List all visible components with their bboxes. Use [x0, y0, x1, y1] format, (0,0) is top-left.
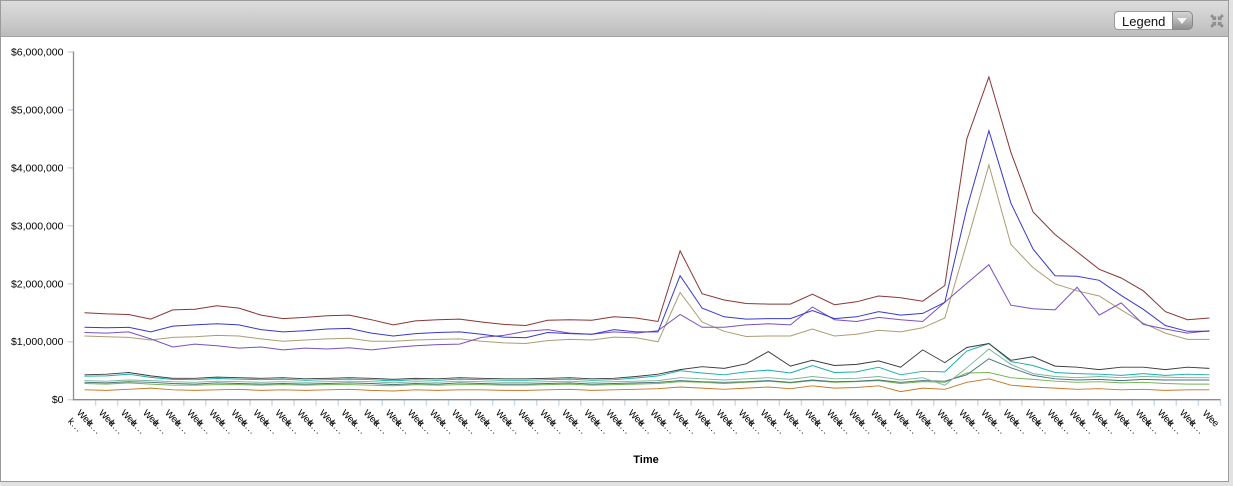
svg-text:$6,000,000: $6,000,000 [11, 47, 64, 59]
svg-text:$4,000,000: $4,000,000 [11, 162, 64, 174]
svg-text:$5,000,000: $5,000,000 [11, 104, 64, 116]
svg-text:Week...: Week... [1177, 408, 1206, 437]
svg-text:$1,000,000: $1,000,000 [11, 336, 64, 348]
svg-text:$2,000,000: $2,000,000 [11, 278, 64, 290]
svg-text:Time: Time [633, 454, 658, 466]
svg-text:$3,000,000: $3,000,000 [11, 220, 64, 232]
svg-text:$0: $0 [52, 394, 64, 406]
